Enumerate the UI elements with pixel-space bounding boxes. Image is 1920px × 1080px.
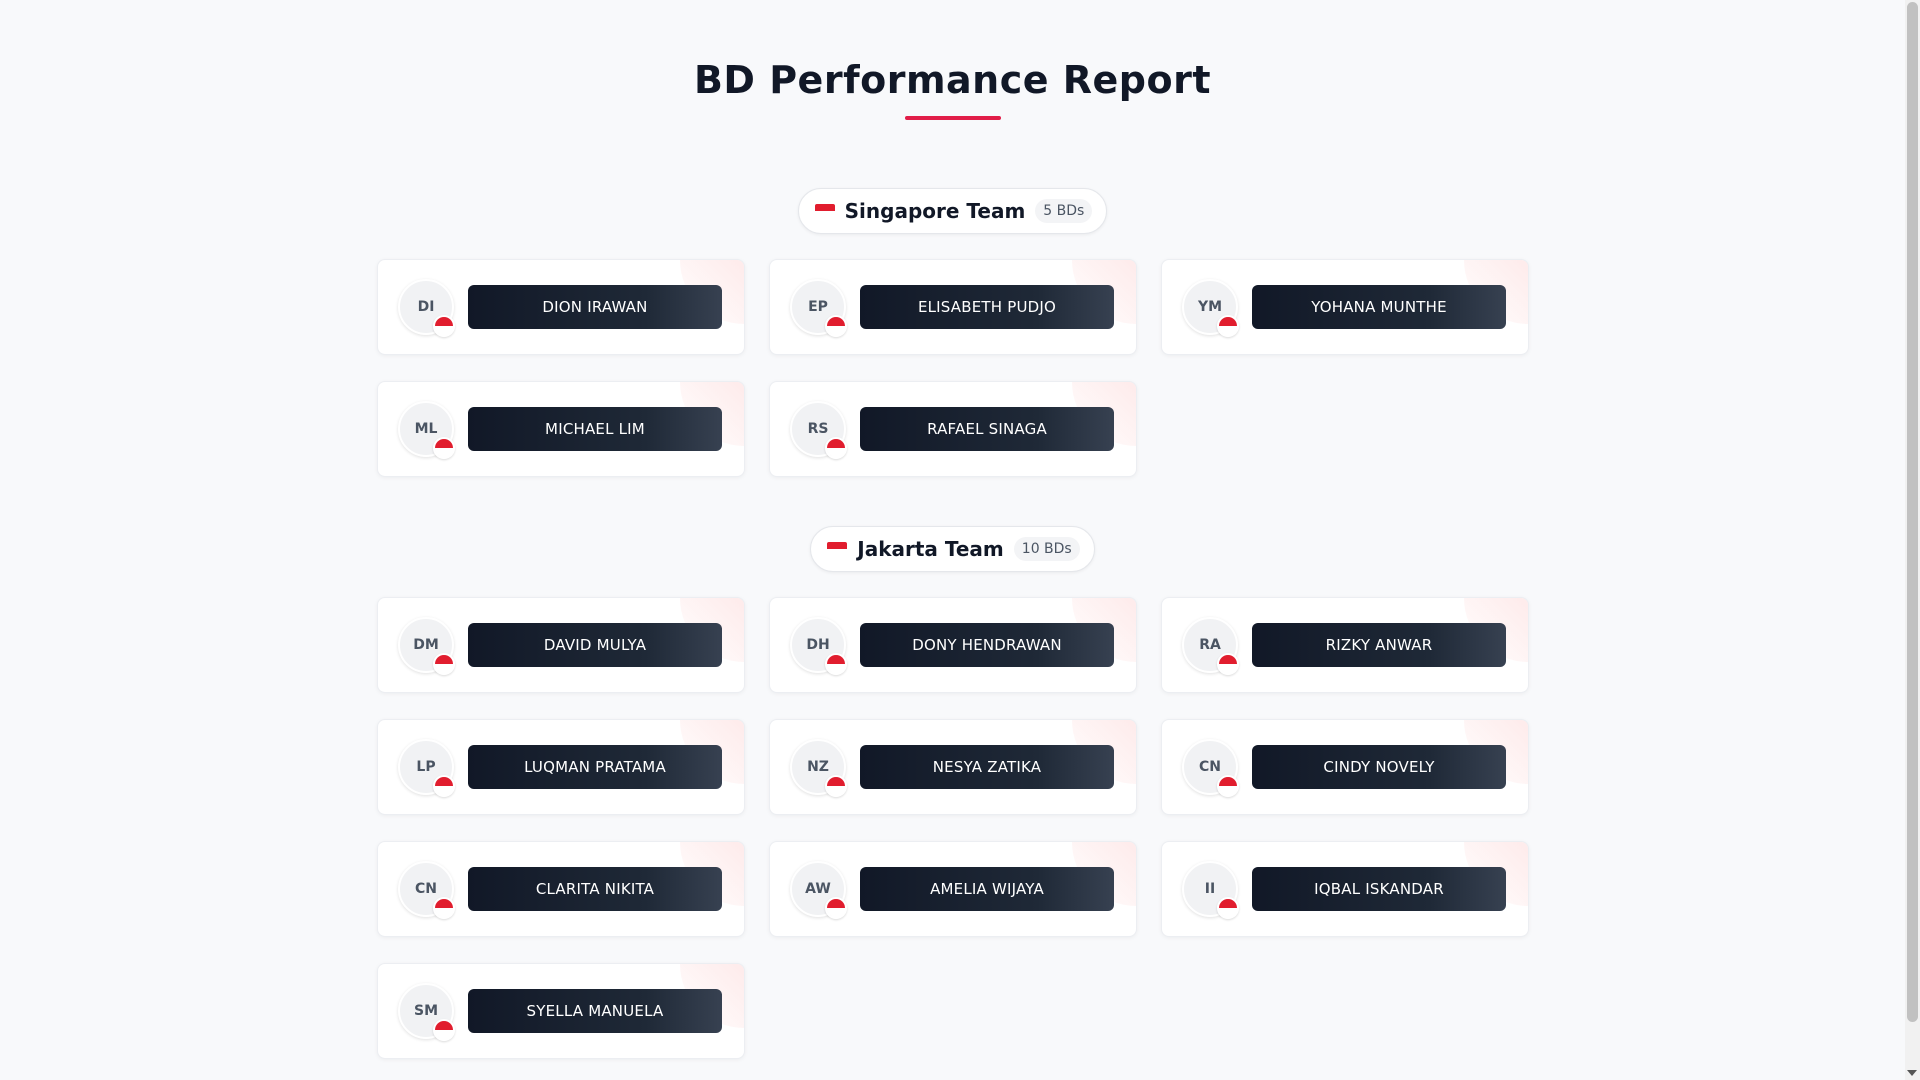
avatar-initials: ML: [414, 421, 438, 437]
indonesia-flag-icon: [433, 897, 455, 919]
avatar: LP: [398, 739, 455, 797]
avatar-initials: LP: [416, 759, 436, 775]
singapore-flag-icon: [1217, 315, 1239, 337]
avatar: DM: [398, 617, 455, 675]
bd-card: LP LUQMAN PRATAMA: [377, 719, 745, 815]
bd-name-button[interactable]: NESYA ZATIKA: [860, 745, 1114, 789]
avatar: CN: [1182, 739, 1239, 797]
scroll-down-arrow-icon[interactable]: [1907, 1070, 1917, 1076]
avatar-initials: CN: [415, 881, 437, 897]
indonesia-flag-icon: [1217, 897, 1239, 919]
indonesia-flag-icon: [433, 653, 455, 675]
indonesia-flag-icon: [1217, 775, 1239, 797]
bd-card: II IQBAL ISKANDAR: [1161, 841, 1529, 937]
avatar-initials: SM: [413, 1003, 438, 1019]
team-grid-singapore: DI DION IRAWAN EP ELISABETH PUDJO YM YOHANA M…: [377, 259, 1529, 477]
bd-card: NZ NESYA ZATIKA: [769, 719, 1137, 815]
avatar: ML: [398, 401, 455, 459]
team-count-badge: 5 BDs: [1035, 199, 1093, 223]
bd-card: RS RAFAEL SINAGA: [769, 381, 1137, 477]
page-title: BD Performance Report: [693, 58, 1212, 102]
bd-card: AW AMELIA WIJAYA: [769, 841, 1137, 937]
bd-name-button[interactable]: CLARITA NIKITA: [468, 867, 722, 911]
team-grid-jakarta: DM DAVID MULYA DH DONY HENDRAWAN RA RIZKY ANW…: [377, 597, 1529, 1059]
bd-card: SM SYELLA MANUELA: [377, 963, 745, 1059]
avatar-initials: DI: [417, 299, 435, 315]
bd-card: YM YOHANA MUNTHE: [1161, 259, 1529, 355]
indonesia-flag-icon: [1217, 653, 1239, 675]
singapore-flag-icon: [433, 315, 455, 337]
bd-name-button[interactable]: DAVID MULYA: [468, 623, 722, 667]
team-pill: Singapore Team 5 BDs: [797, 188, 1108, 234]
avatar: AW: [790, 861, 847, 919]
bd-name-button[interactable]: MICHAEL LIM: [468, 407, 722, 451]
indonesia-flag-icon: [825, 775, 847, 797]
bd-card: ML MICHAEL LIM: [377, 381, 745, 477]
team-header-jakarta: Jakarta Team 10 BDs: [0, 526, 1905, 572]
bd-name-button[interactable]: DION IRAWAN: [468, 285, 722, 329]
avatar-initials: DH: [806, 637, 830, 653]
indonesia-flag-icon: [433, 1019, 455, 1041]
team-name: Singapore Team: [844, 199, 1026, 223]
avatar-initials: CN: [1199, 759, 1221, 775]
singapore-flag-icon: [814, 204, 835, 218]
avatar: SM: [398, 983, 455, 1041]
bd-card: EP ELISABETH PUDJO: [769, 259, 1137, 355]
bd-name-button[interactable]: RAFAEL SINAGA: [860, 407, 1114, 451]
bd-card: DM DAVID MULYA: [377, 597, 745, 693]
indonesia-flag-icon: [825, 653, 847, 675]
bd-card: CN CINDY NOVELY: [1161, 719, 1529, 815]
title-underline: [904, 116, 1001, 120]
indonesia-flag-icon: [827, 542, 848, 556]
team-pill: Jakarta Team 10 BDs: [810, 526, 1095, 572]
avatar: YM: [1182, 279, 1239, 337]
bd-name-button[interactable]: RIZKY ANWAR: [1252, 623, 1506, 667]
avatar-initials: NZ: [807, 759, 829, 775]
scrollbar-thumb[interactable]: [1907, 2, 1918, 1022]
avatar-initials: DM: [413, 637, 439, 653]
singapore-flag-icon: [825, 437, 847, 459]
bd-name-button[interactable]: ELISABETH PUDJO: [860, 285, 1114, 329]
avatar-initials: AW: [805, 881, 831, 897]
avatar-initials: II: [1204, 881, 1216, 897]
indonesia-flag-icon: [825, 897, 847, 919]
bd-name-button[interactable]: AMELIA WIJAYA: [860, 867, 1114, 911]
avatar-initials: RS: [807, 421, 829, 437]
vertical-scrollbar[interactable]: [1905, 0, 1920, 1080]
avatar-initials: EP: [808, 299, 828, 315]
avatar: RA: [1182, 617, 1239, 675]
avatar: NZ: [790, 739, 847, 797]
avatar-initials: RA: [1199, 637, 1221, 653]
bd-name-button[interactable]: YOHANA MUNTHE: [1252, 285, 1506, 329]
avatar: II: [1182, 861, 1239, 919]
bd-name-button[interactable]: DONY HENDRAWAN: [860, 623, 1114, 667]
bd-card: CN CLARITA NIKITA: [377, 841, 745, 937]
team-name: Jakarta Team: [857, 537, 1004, 561]
bd-name-button[interactable]: IQBAL ISKANDAR: [1252, 867, 1506, 911]
report-header: BD Performance Report: [0, 58, 1905, 120]
avatar: EP: [790, 279, 847, 337]
bd-name-button[interactable]: LUQMAN PRATAMA: [468, 745, 722, 789]
avatar: DI: [398, 279, 455, 337]
avatar: DH: [790, 617, 847, 675]
avatar-initials: YM: [1197, 299, 1223, 315]
avatar: RS: [790, 401, 847, 459]
bd-name-button[interactable]: CINDY NOVELY: [1252, 745, 1506, 789]
bd-card: DI DION IRAWAN: [377, 259, 745, 355]
singapore-flag-icon: [825, 315, 847, 337]
bd-card: RA RIZKY ANWAR: [1161, 597, 1529, 693]
bd-card: DH DONY HENDRAWAN: [769, 597, 1137, 693]
singapore-flag-icon: [433, 437, 455, 459]
bd-name-button[interactable]: SYELLA MANUELA: [468, 989, 722, 1033]
team-count-badge: 10 BDs: [1013, 537, 1080, 561]
avatar: CN: [398, 861, 455, 919]
indonesia-flag-icon: [433, 775, 455, 797]
team-header-singapore: Singapore Team 5 BDs: [0, 188, 1905, 234]
